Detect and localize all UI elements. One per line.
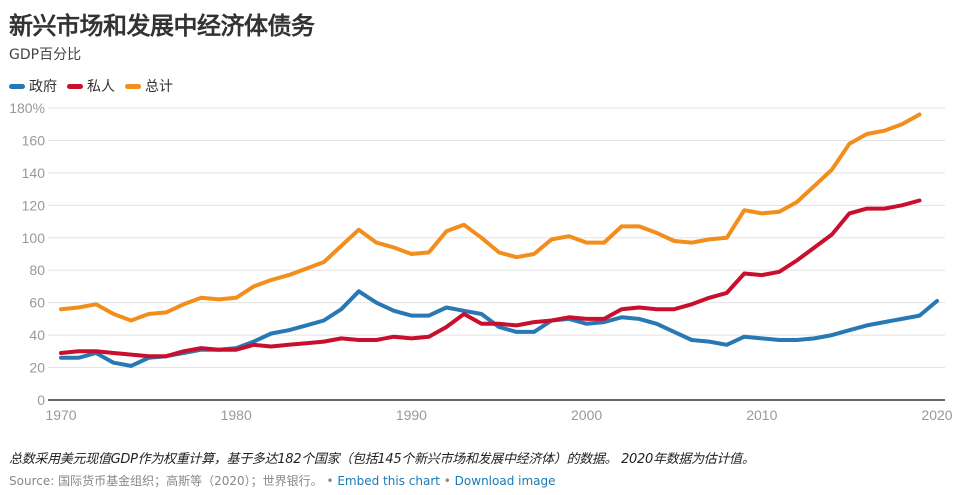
y-tick-label: 40 <box>29 327 45 343</box>
y-tick-label: 0 <box>37 392 45 408</box>
y-tick-label: 120 <box>22 197 46 213</box>
y-tick-label: 160 <box>22 132 46 148</box>
y-tick-label: 100 <box>22 230 46 246</box>
legend-item: 总计 <box>125 76 173 96</box>
x-axis-ticks: 1970 1980 1990 2000 2010 2020 <box>45 407 952 423</box>
separator: • <box>439 474 455 488</box>
y-axis-ticks: 0 20 40 60 80 100 120 140 160 180% <box>9 100 45 408</box>
legend-label: 私人 <box>87 79 115 95</box>
x-tick-label: 2020 <box>921 407 952 423</box>
x-tick-label: 2000 <box>571 407 602 423</box>
legend-label: 政府 <box>29 79 57 95</box>
y-tick-label: 80 <box>29 262 45 278</box>
y-tick-label: 20 <box>29 360 45 376</box>
embed-chart-link[interactable]: Embed this chart <box>337 474 440 488</box>
line-chart: 0 20 40 60 80 100 120 140 160 180% 1970 1980 1990 20… <box>9 100 953 423</box>
download-image-link[interactable]: Download image <box>454 474 556 488</box>
y-tick-label: 180% <box>9 100 45 116</box>
series-line-总计 <box>59 112 922 323</box>
chart-title: 新兴市场和发展中经济体债务 <box>9 12 315 40</box>
x-tick-label: 1980 <box>221 407 252 423</box>
x-tick-label: 2010 <box>746 407 777 423</box>
separator: • <box>322 474 338 488</box>
legend-swatch <box>125 83 141 89</box>
source-text: Source: 国际货币基金组织；高斯等（2020）；世界银行。 <box>9 474 323 488</box>
chart-subtitle: GDP百分比 <box>9 47 82 63</box>
legend-swatch <box>67 83 83 89</box>
y-tick-label: 140 <box>22 165 46 181</box>
legend-label: 总计 <box>145 79 173 95</box>
legend-item: 私人 <box>67 76 115 96</box>
source-line: Source: 国际货币基金组织；高斯等（2020）；世界银行。 • Embed… <box>9 472 556 489</box>
x-tick-label: 1970 <box>45 407 76 423</box>
series-line-私人 <box>59 198 922 359</box>
legend: 政府 私人 总计 <box>9 76 173 96</box>
series-lines <box>59 112 939 368</box>
y-tick-label: 60 <box>29 295 45 311</box>
legend-item: 政府 <box>9 76 57 96</box>
chart-note: 总数采用美元现值GDP作为权重计算，基于多达182个国家（包括145个新兴市场和… <box>9 452 755 467</box>
legend-swatch <box>9 83 25 89</box>
grid-lines <box>48 107 945 401</box>
x-tick-label: 1990 <box>396 407 427 423</box>
